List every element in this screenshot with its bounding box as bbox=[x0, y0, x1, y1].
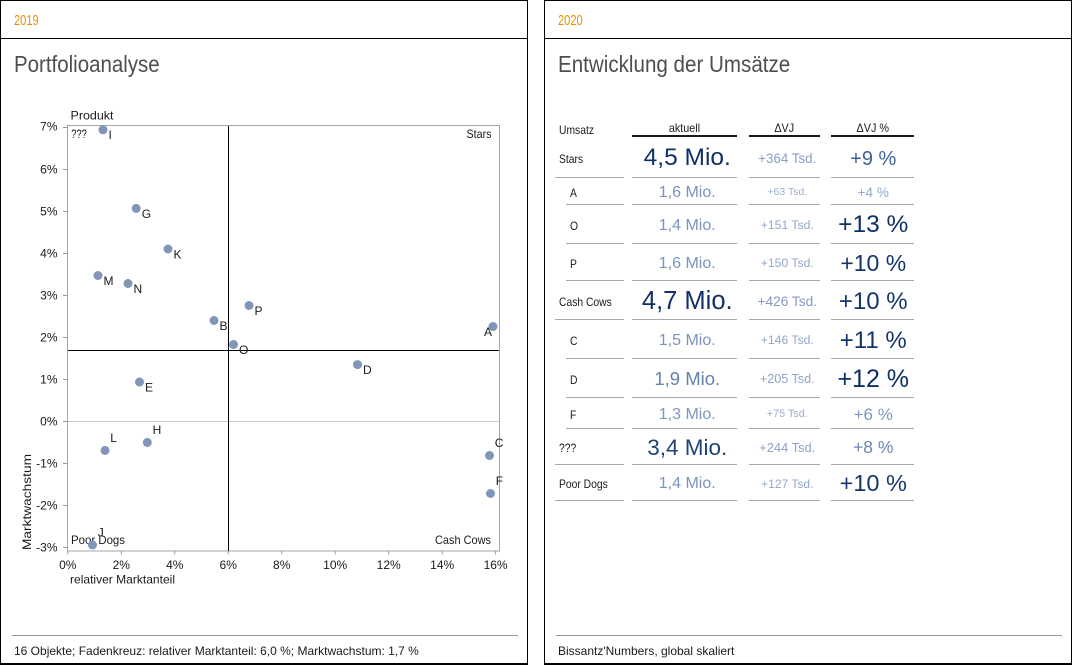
svg-text:7%: 7% bbox=[40, 119, 58, 133]
svg-text:3%: 3% bbox=[40, 289, 58, 303]
svg-text:Poor Dogs: Poor Dogs bbox=[71, 533, 125, 547]
svg-text:C: C bbox=[495, 436, 504, 450]
svg-text:5%: 5% bbox=[40, 205, 58, 219]
svg-text:P: P bbox=[255, 304, 263, 318]
svg-text:Stars: Stars bbox=[467, 127, 492, 141]
svg-text:Produkt: Produkt bbox=[71, 109, 115, 123]
svg-text:G: G bbox=[142, 207, 151, 221]
svg-text:J: J bbox=[98, 526, 104, 540]
svg-text:6%: 6% bbox=[220, 558, 238, 572]
svg-text:Cash Cows: Cash Cows bbox=[435, 533, 491, 547]
svg-text:I: I bbox=[109, 128, 112, 142]
svg-text:B: B bbox=[220, 319, 228, 333]
svg-text:F: F bbox=[496, 474, 503, 488]
svg-text:H: H bbox=[153, 423, 162, 437]
svg-text:12%: 12% bbox=[377, 558, 401, 572]
svg-text:relativer Marktanteil: relativer Marktanteil bbox=[70, 573, 175, 587]
svg-text:2%: 2% bbox=[113, 558, 131, 572]
svg-text:D: D bbox=[363, 363, 372, 377]
svg-text:10%: 10% bbox=[323, 558, 347, 572]
svg-text:E: E bbox=[145, 380, 153, 394]
svg-text:4%: 4% bbox=[166, 558, 184, 572]
svg-text:8%: 8% bbox=[273, 558, 291, 572]
svg-text:Marktwachstum: Marktwachstum bbox=[20, 454, 34, 550]
svg-text:???: ??? bbox=[71, 127, 87, 141]
svg-text:4%: 4% bbox=[40, 247, 58, 261]
svg-text:N: N bbox=[134, 282, 143, 296]
svg-text:14%: 14% bbox=[430, 558, 454, 572]
svg-text:K: K bbox=[174, 247, 182, 261]
svg-text:2%: 2% bbox=[40, 331, 58, 345]
svg-text:O: O bbox=[239, 343, 248, 357]
svg-text:6%: 6% bbox=[40, 163, 58, 177]
svg-text:1%: 1% bbox=[40, 373, 58, 387]
svg-text:L: L bbox=[110, 431, 117, 445]
svg-text:M: M bbox=[104, 274, 114, 288]
svg-text:0%: 0% bbox=[59, 558, 77, 572]
svg-text:0%: 0% bbox=[40, 415, 58, 429]
svg-text:-3%: -3% bbox=[36, 541, 58, 555]
svg-text:-2%: -2% bbox=[36, 499, 58, 513]
svg-text:A: A bbox=[484, 325, 492, 339]
svg-text:16%: 16% bbox=[484, 558, 508, 572]
svg-text:-1%: -1% bbox=[36, 457, 58, 471]
